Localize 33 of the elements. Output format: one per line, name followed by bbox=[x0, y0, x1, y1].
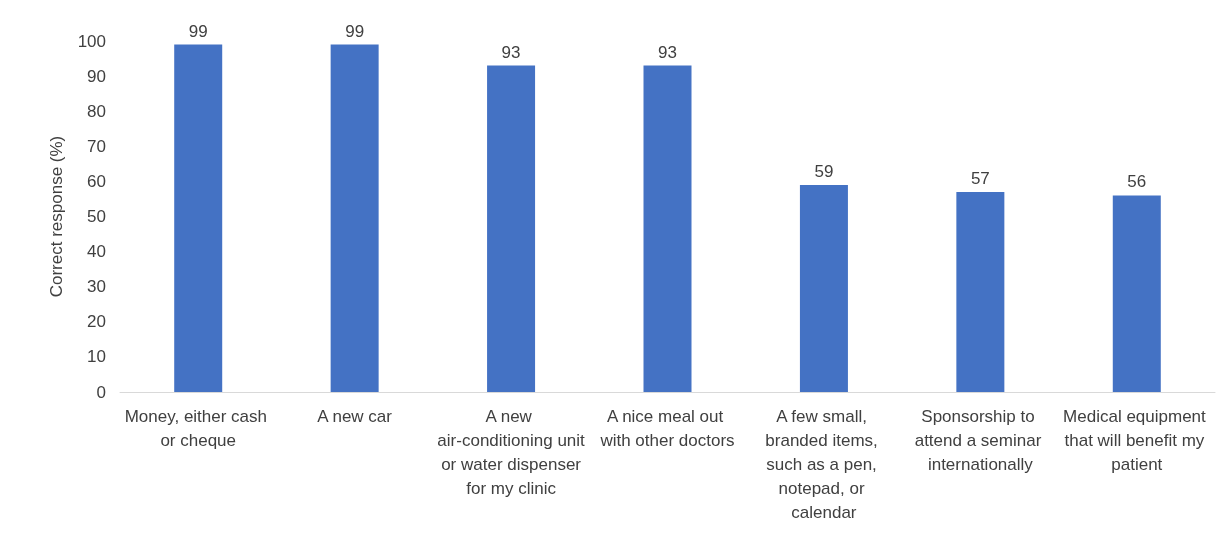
y-tick-label: 90 bbox=[87, 66, 106, 86]
data-label: 56 bbox=[1127, 172, 1147, 192]
bar bbox=[487, 65, 536, 392]
bar bbox=[956, 191, 1005, 392]
y-tick-label: 100 bbox=[77, 31, 106, 51]
x-tick-label: A new car bbox=[317, 406, 393, 426]
bar bbox=[643, 65, 692, 392]
bar bbox=[174, 44, 223, 392]
y-axis-title: Correct response (%) bbox=[47, 135, 66, 298]
y-tick-label: 30 bbox=[87, 277, 106, 297]
data-label: 57 bbox=[970, 168, 990, 188]
x-tick-label: Sponsorship to attend a seminar internationally bbox=[914, 406, 1047, 474]
bar bbox=[330, 44, 379, 392]
bar bbox=[799, 184, 848, 392]
x-tick-label: A few small, branded items, such as a pen, notepad, or calendar bbox=[765, 406, 883, 522]
bar bbox=[1112, 195, 1161, 392]
x-tick-label: A nice meal out with other doctors bbox=[599, 406, 735, 450]
y-tick-label: 80 bbox=[87, 101, 106, 121]
y-tick-label: 0 bbox=[96, 382, 106, 402]
x-tick-label: Money, either cash or cheque bbox=[124, 406, 272, 450]
y-tick-label: 70 bbox=[87, 136, 106, 156]
y-tick-label: 10 bbox=[87, 347, 106, 367]
x-tick-label: A new air-conditioning unit or water dispenser for my clinic bbox=[436, 406, 586, 498]
y-tick-label: 50 bbox=[87, 207, 106, 226]
data-label: 99 bbox=[345, 21, 365, 41]
y-tick-label: 20 bbox=[87, 312, 106, 332]
data-label: 59 bbox=[814, 161, 834, 181]
data-label: 99 bbox=[188, 21, 208, 41]
data-label: 93 bbox=[501, 42, 521, 62]
x-tick-label: Medical equipment that will benefit my patient bbox=[1063, 406, 1211, 474]
y-tick-label: 40 bbox=[87, 242, 106, 262]
data-label: 93 bbox=[658, 42, 677, 62]
y-tick-label: 60 bbox=[87, 171, 106, 191]
